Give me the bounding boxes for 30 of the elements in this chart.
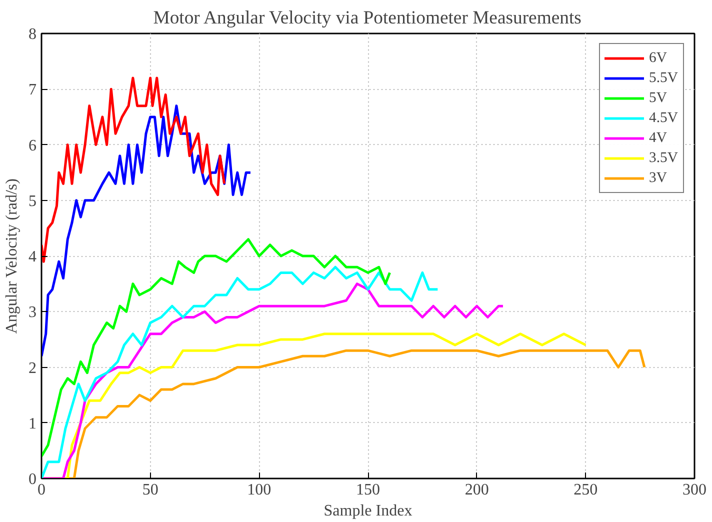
x-tick-label: 150 [356, 482, 380, 498]
y-tick-label: 4 [28, 248, 36, 266]
y-tick-label: 0 [28, 471, 36, 488]
x-tick-label: 100 [247, 482, 272, 498]
line-series [42, 238, 392, 458]
y-tick-label: 2 [28, 360, 36, 377]
line-series [42, 266, 439, 478]
legend-label: 3V [649, 170, 668, 186]
x-tick-label: 300 [682, 482, 706, 498]
y-tick-label: 3 [28, 304, 36, 322]
x-tick-label: 50 [142, 482, 158, 498]
y-tick-label: 1 [28, 415, 36, 432]
legend-label: 5V [649, 90, 668, 106]
x-axis-title: Sample Index [324, 502, 412, 520]
legend-label: 4.5V [649, 110, 679, 126]
y-tick-label: 7 [28, 82, 36, 99]
y-axis-title: Angular Velocity (rad/s) [4, 178, 20, 334]
x-tick-label: 250 [574, 482, 598, 498]
line-series [42, 104, 252, 358]
line-series [42, 76, 226, 263]
y-tick-label: 5 [28, 192, 36, 210]
y-tick-label: 8 [28, 26, 36, 43]
line-series [42, 282, 504, 478]
chart-title: Motor Angular Velocity via Potentiometer Measurements [153, 8, 582, 28]
legend-label: 3.5V [649, 150, 679, 166]
x-tick-label: 200 [464, 482, 489, 498]
legend-label: 4V [649, 130, 668, 146]
legend-label: 5.5V [649, 70, 679, 86]
legend-label: 6V [649, 50, 668, 66]
y-tick-label: 6 [28, 137, 36, 154]
